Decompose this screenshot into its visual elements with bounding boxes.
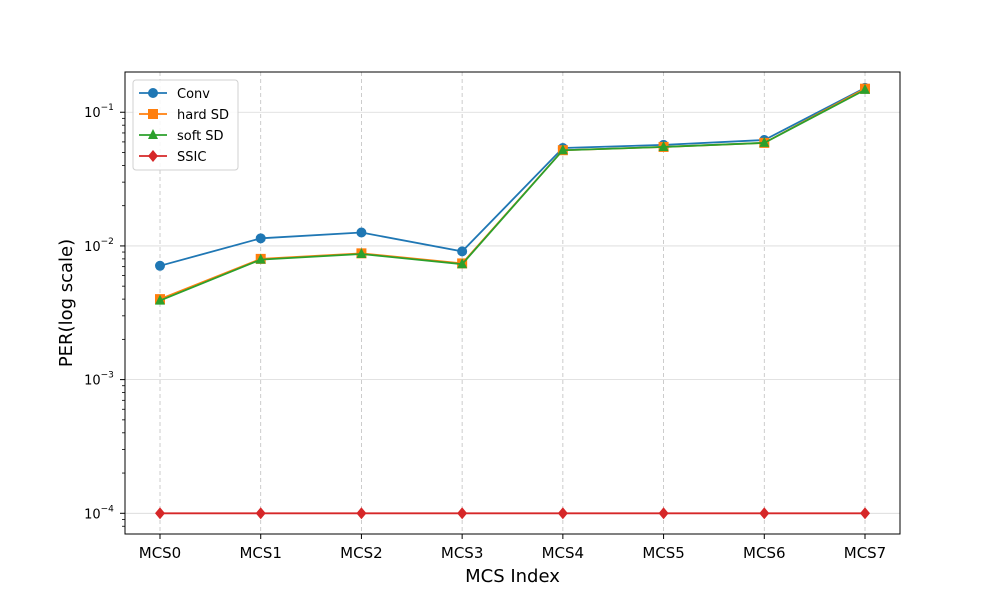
legend-entry-hard-sd: hard SD	[139, 108, 229, 123]
legend-marker	[148, 129, 158, 139]
y-tick-label: 10−1	[84, 103, 114, 121]
data-point-conv	[255, 233, 266, 244]
x-tick-label: MCS5	[642, 544, 684, 562]
legend-box	[132, 79, 239, 171]
legend-label: SSIC	[177, 150, 206, 165]
legend-marker	[148, 150, 158, 162]
ticks: MCS0 MCS1 MCS2 MCS3 MCS4 MCS5 MCS6 MCS7 10−4 10−3…	[84, 103, 886, 562]
series-conv	[155, 82, 870, 271]
legend-entry-conv: Conv	[139, 87, 210, 102]
series-hard-sd	[155, 83, 870, 305]
legend: Conv hard SD soft SD SSIC	[132, 79, 239, 171]
x-tick-label: MCS7	[844, 544, 886, 562]
x-tick-label: MCS0	[139, 544, 181, 562]
data-point-soft-sd	[356, 248, 367, 259]
data-point-ssic	[860, 507, 870, 520]
series-line-soft-sd	[159, 89, 866, 302]
data-point-soft-sd	[658, 140, 669, 151]
y-tick-label: 10−3	[84, 371, 114, 389]
x-tick-label: MCS6	[743, 544, 785, 562]
data-point-ssic	[658, 507, 669, 520]
data-point-ssic	[759, 507, 770, 520]
data-point-conv	[356, 227, 367, 238]
legend-label: hard SD	[177, 108, 229, 123]
plot-frame	[124, 71, 901, 535]
legend-marker	[148, 88, 158, 98]
y-tick-label: 10−4	[84, 504, 114, 522]
x-tick-label: MCS1	[239, 544, 281, 562]
legend-label: soft SD	[177, 129, 224, 144]
series-ssic	[155, 507, 870, 520]
data-point-ssic	[557, 507, 568, 520]
data-point-soft-sd	[759, 136, 770, 147]
series-soft-sd	[155, 83, 870, 305]
grid	[125, 72, 900, 534]
y-axis-title: PER(log scale)	[56, 239, 77, 367]
y-tick-label: 10−2	[84, 237, 114, 255]
x-tick-label: MCS4	[542, 544, 584, 562]
x-axis-title: MCS Index	[465, 566, 560, 587]
legend-entry-soft-sd: soft SD	[139, 129, 224, 144]
legend-label: Conv	[177, 87, 210, 102]
legend-entry-ssic: SSIC	[139, 150, 206, 165]
data-point-ssic	[255, 507, 266, 520]
data-point-soft-sd	[255, 253, 266, 264]
legend-marker	[148, 109, 158, 119]
data-point-ssic	[457, 507, 468, 520]
series-line-hard-sd	[159, 87, 866, 300]
data-point-conv	[155, 260, 165, 271]
data-point-soft-sd	[860, 83, 870, 94]
x-tick-label: MCS3	[441, 544, 483, 562]
data-point-conv	[457, 246, 468, 257]
series-line-conv	[159, 87, 866, 267]
data-point-soft-sd	[457, 258, 468, 269]
data-point-ssic	[155, 507, 165, 520]
data-point-ssic	[356, 507, 367, 520]
data-point-soft-sd	[557, 144, 568, 155]
data-point-soft-sd	[155, 294, 165, 305]
series-layer	[155, 82, 870, 520]
x-tick-label: MCS2	[340, 544, 382, 562]
